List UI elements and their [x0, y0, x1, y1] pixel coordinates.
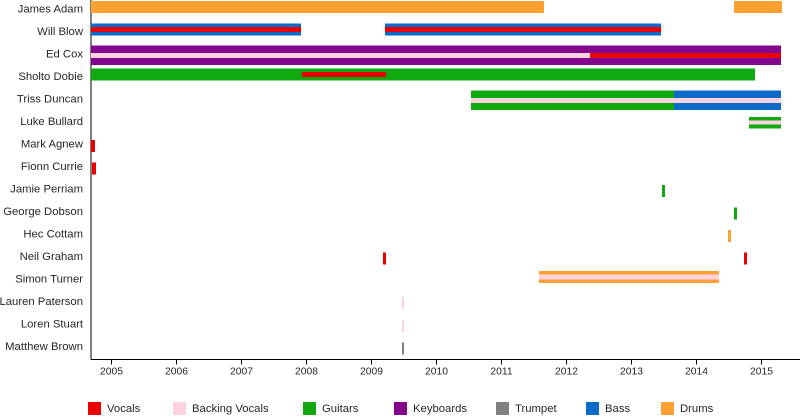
svg-text:Bass: Bass: [605, 403, 630, 415]
svg-text:Neil Graham: Neil Graham: [20, 251, 83, 263]
svg-text:2013: 2013: [620, 367, 643, 378]
svg-text:James Adam: James Adam: [18, 4, 83, 16]
svg-text:2011: 2011: [490, 367, 512, 378]
svg-text:Lauren Paterson: Lauren Paterson: [0, 296, 83, 308]
svg-text:Drums: Drums: [680, 403, 714, 415]
svg-text:Vocals: Vocals: [107, 403, 141, 415]
svg-text:Ed Cox: Ed Cox: [46, 49, 83, 61]
svg-text:Fionn Currie: Fionn Currie: [21, 161, 83, 173]
svg-text:Simon Turner: Simon Turner: [15, 274, 83, 286]
svg-text:Luke Bullard: Luke Bullard: [20, 116, 83, 128]
svg-text:Matthew Brown: Matthew Brown: [5, 341, 83, 353]
svg-text:Jamie Perriam: Jamie Perriam: [10, 184, 83, 196]
svg-text:Hec Cottam: Hec Cottam: [23, 229, 83, 241]
svg-text:Triss Duncan: Triss Duncan: [17, 94, 83, 106]
svg-text:Backing Vocals: Backing Vocals: [192, 403, 269, 415]
svg-text:Trumpet: Trumpet: [515, 403, 558, 415]
svg-text:Loren Stuart: Loren Stuart: [21, 319, 84, 331]
svg-text:2006: 2006: [165, 367, 188, 378]
svg-text:Guitars: Guitars: [322, 403, 359, 415]
svg-text:Mark Agnew: Mark Agnew: [21, 139, 84, 151]
svg-text:2014: 2014: [685, 367, 708, 378]
svg-text:2007: 2007: [230, 367, 253, 378]
svg-text:George Dobson: George Dobson: [3, 206, 83, 218]
svg-text:2010: 2010: [425, 367, 448, 378]
svg-text:2005: 2005: [100, 367, 123, 378]
svg-text:Keyboards: Keyboards: [413, 403, 467, 415]
svg-text:Will Blow: Will Blow: [37, 26, 84, 38]
svg-text:Sholto Dobie: Sholto Dobie: [18, 71, 83, 83]
svg-text:2012: 2012: [555, 367, 578, 378]
svg-text:2015: 2015: [750, 367, 773, 378]
svg-text:2009: 2009: [360, 367, 383, 378]
svg-text:2008: 2008: [295, 367, 318, 378]
